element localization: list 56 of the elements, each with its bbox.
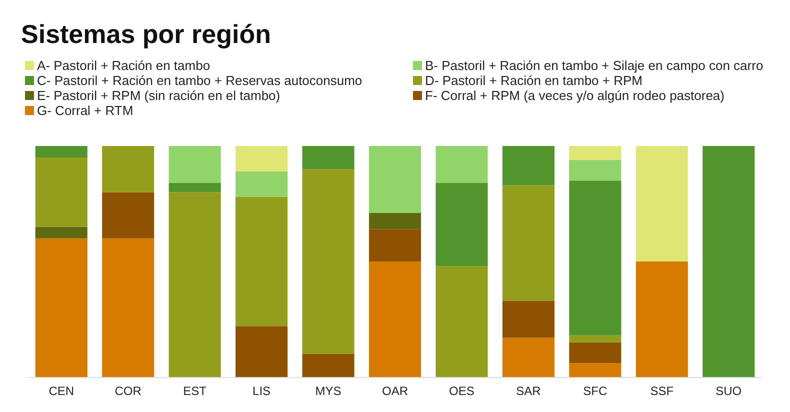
bar (302, 146, 354, 170)
bar (102, 146, 154, 192)
x-tick-label: LIS (252, 384, 271, 398)
bar (368, 262, 422, 377)
bar (702, 146, 755, 377)
bar (35, 158, 88, 227)
x-tick-label: SAR (516, 384, 542, 398)
legend-label: B- Pastoril + Ración en tambo + Silaje en campo con carro (425, 58, 764, 73)
x-tick-label: SUO (716, 384, 742, 398)
bar (636, 262, 688, 377)
bar (502, 300, 554, 338)
bar (168, 192, 221, 377)
bar (368, 229, 422, 262)
bar (236, 171, 288, 197)
x-tick-label: COR (114, 384, 142, 398)
bar (436, 266, 488, 377)
bar (502, 146, 554, 186)
bar (35, 226, 88, 238)
bar (102, 192, 154, 238)
bar (236, 326, 288, 377)
bar (168, 182, 221, 192)
bar (569, 180, 622, 336)
legend-label: D- Pastoril + Ración en tambo + RPM (425, 73, 642, 88)
x-tick-label: OAR (382, 384, 408, 398)
legend-label: C- Pastoril + Ración en tambo + Reservas autoconsumo (37, 73, 362, 88)
bar (35, 146, 88, 158)
bar (168, 146, 221, 183)
legend-label: G- Corral + RTM (37, 103, 134, 118)
bar (35, 238, 88, 377)
bar (236, 196, 288, 326)
bar (436, 146, 488, 183)
bar (236, 146, 288, 172)
x-tick-label: SSF (650, 384, 674, 398)
legend-label: F- Corral + RPM (a veces y/o algún rodeo pastorea) (425, 88, 724, 103)
bar (368, 146, 422, 213)
bar (302, 169, 354, 354)
x-tick-label: SFC (583, 384, 608, 398)
bar (569, 342, 622, 364)
bar (636, 146, 688, 262)
bar (569, 335, 622, 342)
bar (368, 212, 422, 230)
x-tick-label: EST (183, 384, 208, 398)
bar (569, 146, 622, 160)
bar (502, 338, 554, 377)
bar (569, 363, 622, 377)
bar (502, 185, 554, 301)
bar (102, 238, 154, 377)
bar (302, 354, 354, 377)
legend-label: A- Pastoril + Ración en tambo (37, 58, 210, 73)
bar (569, 160, 622, 181)
x-tick-label: MYS (315, 384, 342, 398)
x-tick-label: CEN (48, 384, 74, 398)
chart-title: Sistemas por región (21, 19, 271, 49)
x-tick-label: OES (449, 384, 474, 398)
bar (436, 182, 488, 266)
legend-label: E- Pastoril + RPM (sin ración en el tambo) (37, 88, 280, 103)
